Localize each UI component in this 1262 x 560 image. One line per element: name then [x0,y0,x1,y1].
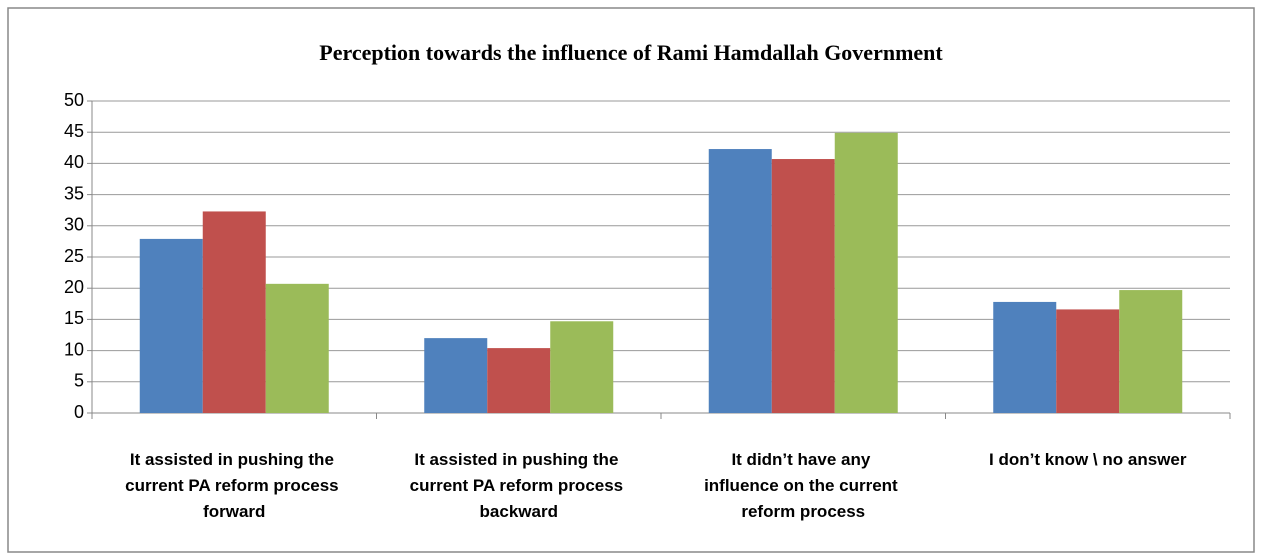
chart-title: Perception towards the influence of Rami… [319,40,943,65]
y-tick-label: 25 [64,246,84,266]
bar [424,338,488,413]
bar [139,238,203,413]
y-tick-label: 40 [64,152,84,172]
x-tick-label: It assisted in pushing the current PA re… [410,450,628,521]
bar [202,211,266,413]
bar [1119,290,1183,413]
bar [265,283,329,413]
y-tick-label: 10 [64,339,84,359]
bar [708,149,772,413]
bar [993,301,1057,413]
x-tick-label: I don’t know \ no answer [989,450,1187,469]
bar [771,159,835,413]
x-tick-label: It didn’t have any influence on the curr… [704,450,902,521]
x-tick-label: It assisted in pushing the current PA re… [125,450,343,521]
bar [487,348,551,413]
bar [550,321,614,413]
y-tick-label: 5 [74,371,84,391]
y-tick-label: 35 [64,183,84,203]
y-tick-label: 15 [64,308,84,328]
bar [834,132,898,413]
bar [1056,309,1120,413]
y-tick-label: 45 [64,121,84,141]
y-tick-label: 50 [64,90,84,110]
y-tick-label: 20 [64,277,84,297]
y-tick-label: 30 [64,215,84,235]
y-tick-label: 0 [74,402,84,422]
